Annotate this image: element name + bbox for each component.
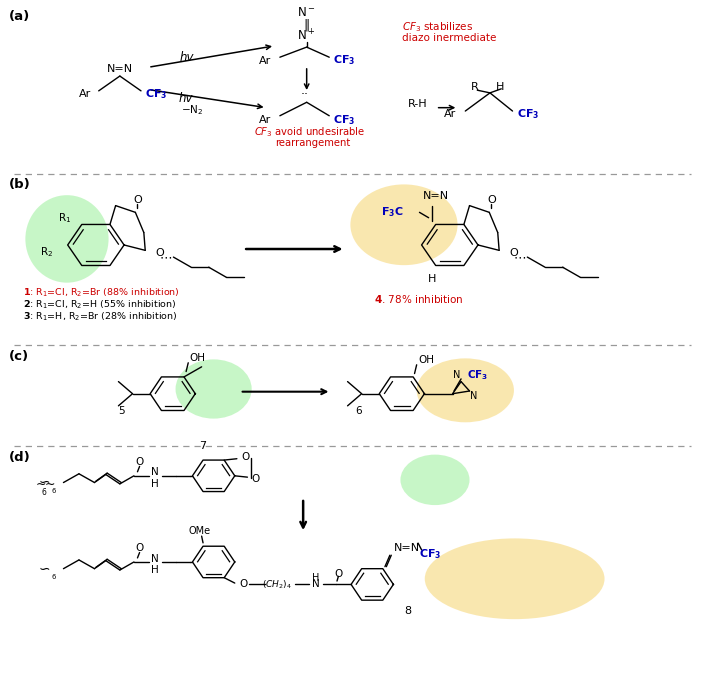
Ellipse shape [176,359,252,419]
Text: R: R [471,83,478,92]
Text: (b): (b) [9,178,31,191]
Text: $\bf{1}$: R$_1$=Cl, R$_2$=Br (88% inhibition): $\bf{1}$: R$_1$=Cl, R$_2$=Br (88% inhibi… [23,287,179,299]
Text: N: N [152,554,159,563]
Text: O: O [135,458,144,467]
Text: O: O [488,195,496,205]
Text: $\it{CF_3}$ stabilizes: $\it{CF_3}$ stabilizes [402,20,473,34]
Text: hv: hv [180,50,194,64]
Text: 6: 6 [355,406,362,416]
Text: ‖: ‖ [304,18,309,32]
Text: N: N [312,579,319,590]
Text: Ar: Ar [259,115,271,125]
Text: 6: 6 [42,488,47,497]
Text: $\backsim$: $\backsim$ [36,474,51,488]
Text: $\mathbf{CF_3}$: $\mathbf{CF_3}$ [419,547,442,561]
Text: N: N [152,468,159,477]
Text: R$_1$: R$_1$ [58,211,71,225]
Text: R$_2$: R$_2$ [40,245,54,258]
Text: N=N: N=N [422,191,449,201]
Text: (a): (a) [9,10,30,23]
Text: $-$N$_2$: $-$N$_2$ [180,104,203,117]
Text: O: O [135,544,144,553]
Text: $(CH_2)_4$: $(CH_2)_4$ [262,578,292,591]
Text: H: H [428,274,436,284]
Text: $\mathbf{CF_3}$: $\mathbf{CF_3}$ [517,108,539,121]
Text: O: O [240,579,248,590]
Text: $\cdots$: $\cdots$ [159,250,173,264]
Text: $_6$: $_6$ [51,487,57,496]
Text: O: O [334,569,343,579]
Text: Ar: Ar [80,90,92,99]
Text: $\mathbf{CF_3}$: $\mathbf{CF_3}$ [333,54,356,67]
Text: Ar: Ar [444,110,456,119]
Text: H: H [152,565,159,575]
Text: N=N: N=N [106,65,133,74]
Text: H: H [496,83,505,92]
Text: $\backsim$: $\backsim$ [36,561,51,574]
Text: O: O [252,474,260,484]
Text: $\sim\!\!\!\sim$: $\sim\!\!\!\sim$ [33,476,56,490]
Text: hv: hv [178,92,192,106]
Text: rearrangement: rearrangement [275,139,350,148]
Text: $\it{CF_3}$ avoid undesirable: $\it{CF_3}$ avoid undesirable [254,126,365,139]
Text: N$^+$: N$^+$ [298,29,316,44]
Text: $\bf{2}$: R$_1$=Cl, R$_2$=H (55% inhibition): $\bf{2}$: R$_1$=Cl, R$_2$=H (55% inhibit… [23,299,176,311]
Text: OH: OH [190,353,206,363]
Text: $\mathbf{CF_3}$: $\mathbf{CF_3}$ [467,368,488,382]
Text: O: O [134,195,142,205]
Text: $\cdots$: $\cdots$ [513,250,527,264]
Text: O: O [241,452,250,462]
Text: 8: 8 [404,606,411,616]
Text: N$^-$: N$^-$ [298,5,316,19]
Text: 7: 7 [199,441,206,450]
Text: (d): (d) [9,451,31,464]
Text: H: H [312,573,319,583]
Text: O: O [155,248,164,258]
Ellipse shape [25,195,109,283]
Text: OH: OH [419,355,435,365]
Text: $\mathbf{F_3C}$: $\mathbf{F_3C}$ [381,205,404,219]
Text: $_6$: $_6$ [51,573,57,582]
Text: O: O [509,248,517,258]
Text: (c): (c) [9,350,30,363]
Text: $\mathbf{CF_3}$: $\mathbf{CF_3}$ [333,113,356,127]
Text: R-H: R-H [407,100,427,109]
Ellipse shape [424,538,605,619]
Ellipse shape [417,359,514,423]
Text: $\bf{4}$. 78% inhibition: $\bf{4}$. 78% inhibition [374,293,463,305]
Text: N: N [453,370,460,380]
Text: H: H [152,479,159,489]
Ellipse shape [400,455,470,505]
Text: ··: ·· [300,87,309,101]
Ellipse shape [350,184,458,265]
Text: diazo inermediate: diazo inermediate [402,34,496,43]
Text: N=N: N=N [393,544,419,553]
Text: Ar: Ar [259,56,271,65]
Text: N: N [470,392,477,401]
Text: 5: 5 [118,406,125,416]
Text: OMe: OMe [188,526,211,536]
Text: $\bf{3}$: R$_1$=H, R$_2$=Br (28% inhibition): $\bf{3}$: R$_1$=H, R$_2$=Br (28% inhibit… [23,311,177,323]
Text: $\mathbf{CF_3}$: $\mathbf{CF_3}$ [145,87,167,101]
